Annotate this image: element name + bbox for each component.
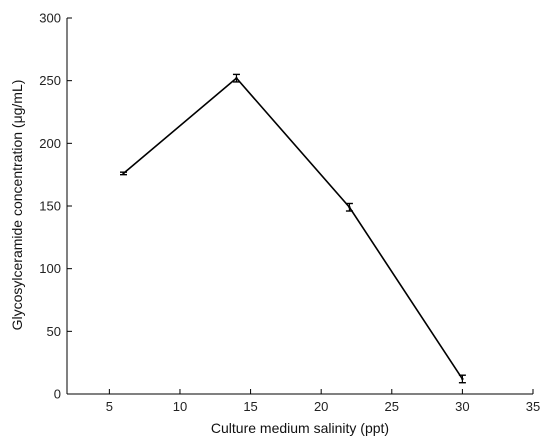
data-point xyxy=(122,172,125,175)
error-bar xyxy=(458,374,466,384)
data-point xyxy=(461,377,464,381)
x-tick-label: 30 xyxy=(455,399,469,414)
y-tick-label: 250 xyxy=(39,73,61,88)
y-tick-label: 200 xyxy=(39,136,61,151)
y-tick-label: 50 xyxy=(47,324,61,339)
x-tick-label: 15 xyxy=(243,399,257,414)
data-point xyxy=(348,206,351,209)
x-tick-label: 20 xyxy=(314,399,328,414)
series-layer xyxy=(122,77,464,380)
x-tick-label: 25 xyxy=(385,399,399,414)
x-tick-label: 35 xyxy=(526,399,540,414)
data-point xyxy=(235,76,238,80)
x-tick-label: 5 xyxy=(106,399,113,414)
x-axis-ticks: 5 10 15 20 25 30 35 xyxy=(106,389,540,414)
y-tick-label: 150 xyxy=(39,199,61,214)
y-tick-label: 100 xyxy=(39,261,61,276)
x-tick-label: 10 xyxy=(173,399,187,414)
series-line xyxy=(122,77,464,380)
x-axis-title: Culture medium salinity (ppt) xyxy=(211,420,389,436)
error-bar xyxy=(232,73,240,83)
error-bars xyxy=(119,73,466,384)
y-axis-title: Glycosylceramide concentration (μg/mL) xyxy=(9,80,25,331)
y-tick-label: 300 xyxy=(39,11,61,26)
error-bar xyxy=(345,202,353,212)
y-tick-label: 0 xyxy=(54,387,61,402)
error-bar xyxy=(119,171,127,176)
y-axis-ticks: 0 50 100 150 200 250 300 xyxy=(39,11,72,402)
